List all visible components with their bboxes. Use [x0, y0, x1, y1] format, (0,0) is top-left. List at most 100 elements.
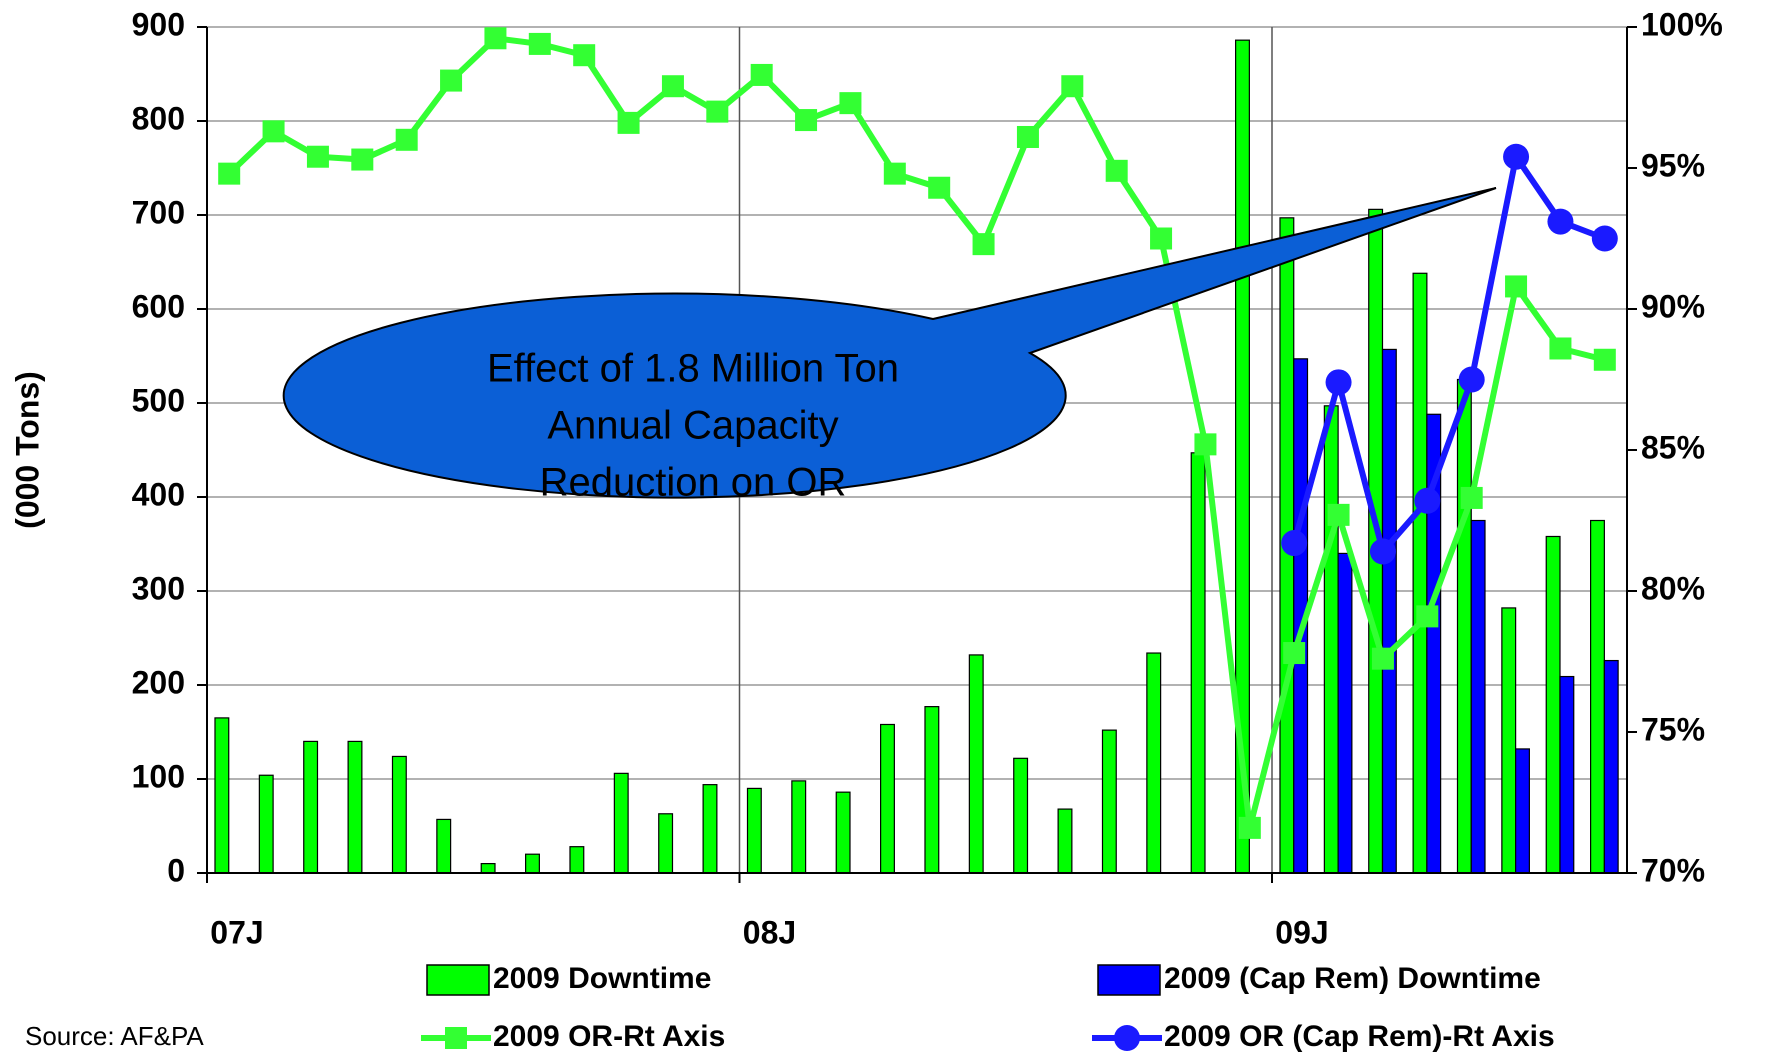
bar — [1545, 535, 1561, 874]
bar — [1323, 405, 1339, 874]
marker — [1505, 275, 1528, 298]
y-tick-label: 700 — [132, 194, 185, 230]
bar — [1412, 272, 1428, 874]
y2-tick-label: 85% — [1641, 429, 1705, 465]
y2-tick-label: 90% — [1641, 288, 1705, 324]
bar — [1101, 729, 1117, 874]
legend-label: 2009 OR (Cap Rem)-Rt Axis — [1164, 1020, 1555, 1053]
marker — [1281, 530, 1308, 557]
y-tick-label: 600 — [132, 288, 185, 324]
y2-tick-label: 100% — [1641, 6, 1723, 42]
marker — [661, 75, 684, 98]
bar — [436, 818, 452, 874]
marker — [528, 32, 551, 55]
annotation: Annual Capacity — [547, 404, 838, 448]
bar — [347, 740, 363, 874]
callout — [282, 187, 1497, 499]
marker — [706, 100, 729, 123]
marker — [1114, 1025, 1140, 1051]
bar — [480, 862, 496, 874]
y-tick-label: 400 — [132, 476, 185, 512]
marker — [484, 27, 507, 50]
marker — [617, 111, 640, 134]
marker — [972, 233, 995, 256]
legend-item: 2009 OR (Cap Rem)-Rt Axis — [1092, 1020, 1555, 1053]
marker — [1371, 647, 1394, 670]
marker — [1369, 538, 1396, 565]
y-axis-label: (000 Tons) — [9, 371, 45, 529]
legend-label: 2009 OR-Rt Axis — [493, 1020, 725, 1053]
marker — [1414, 487, 1441, 514]
marker — [1150, 227, 1173, 250]
bar — [791, 780, 807, 874]
marker — [218, 162, 241, 185]
bar — [303, 740, 319, 874]
marker — [883, 162, 906, 185]
y2-tick-label: 95% — [1641, 147, 1705, 183]
y-tick-label: 100 — [132, 758, 185, 794]
bar — [968, 654, 984, 874]
marker — [1327, 503, 1350, 526]
marker — [750, 63, 773, 86]
marker — [1016, 125, 1039, 148]
marker — [1238, 816, 1261, 839]
marker — [262, 120, 285, 143]
legend-swatch — [1097, 964, 1161, 996]
bar — [1470, 519, 1486, 874]
bar — [1590, 519, 1605, 874]
bar — [1501, 607, 1517, 874]
bar — [746, 787, 762, 874]
bar — [1603, 659, 1619, 874]
marker — [795, 109, 818, 132]
x-tick-label: 07J — [210, 914, 263, 950]
bar — [1057, 808, 1073, 874]
x-tick-label: 09J — [1275, 914, 1328, 950]
bar — [1456, 378, 1472, 874]
bar — [880, 723, 895, 874]
legend-label: 2009 Downtime — [493, 962, 711, 995]
y-tick-label: 300 — [132, 570, 185, 606]
marker — [351, 148, 374, 171]
marker — [1194, 433, 1217, 456]
marker — [1549, 337, 1572, 360]
legend-item: 2009 OR-Rt Axis — [421, 1020, 725, 1053]
x-tick-label: 08J — [743, 914, 796, 950]
source: Source: AF&PA — [25, 1021, 204, 1051]
marker — [1547, 208, 1574, 235]
bar — [214, 717, 230, 874]
marker — [1416, 605, 1439, 628]
bar — [1559, 675, 1575, 874]
bar — [1190, 452, 1206, 874]
bar — [391, 755, 407, 874]
bar — [1337, 552, 1353, 874]
y-tick-label: 200 — [132, 664, 185, 700]
marker — [1283, 642, 1306, 665]
y-tick-label: 0 — [167, 852, 185, 888]
marker — [928, 176, 951, 199]
y2-tick-label: 70% — [1641, 852, 1705, 888]
y2-tick-label: 80% — [1641, 570, 1705, 606]
marker — [573, 44, 596, 67]
y2-tick-label: 75% — [1641, 711, 1705, 747]
bar — [525, 853, 540, 874]
bar — [258, 774, 274, 874]
legend-swatch — [426, 964, 490, 996]
annotation: Reduction on OR — [540, 461, 847, 505]
bar — [1146, 652, 1162, 874]
marker — [1460, 486, 1483, 509]
y-tick-label: 500 — [132, 382, 185, 418]
marker — [839, 92, 862, 115]
bar — [658, 813, 674, 874]
y-tick-label: 900 — [132, 6, 185, 42]
y-tick-label: 800 — [132, 100, 185, 136]
annotation: Effect of 1.8 Million Ton — [487, 347, 899, 391]
legend-item: 2009 Downtime — [426, 962, 711, 996]
marker — [1458, 366, 1485, 393]
bar — [835, 791, 851, 874]
marker — [1593, 348, 1616, 371]
bar — [1515, 748, 1530, 874]
marker — [445, 1027, 467, 1049]
bar — [924, 706, 940, 874]
